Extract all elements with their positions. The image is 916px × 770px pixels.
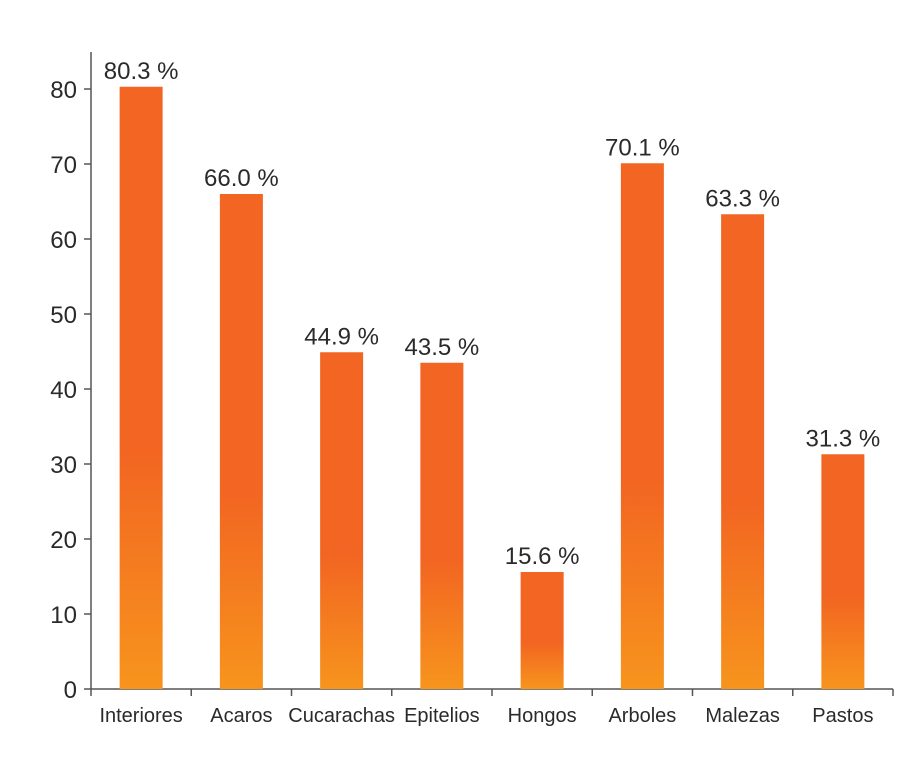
data-label: 31.3 % <box>806 425 881 452</box>
bar-pastos <box>821 454 865 689</box>
category-label: Arboles <box>608 705 676 727</box>
y-axis: 0 10 20 30 40 50 60 70 80 <box>50 52 92 704</box>
data-label: 70.1 % <box>605 134 680 161</box>
y-tick-label: 30 <box>50 452 77 479</box>
data-label: 80.3 % <box>104 58 179 85</box>
bar-interiores <box>119 86 163 689</box>
y-tick-label: 40 <box>50 377 77 404</box>
y-tick-label: 0 <box>64 677 77 704</box>
bar-hongos <box>520 572 564 689</box>
category-label: Acaros <box>210 705 272 727</box>
category-label: Malezas <box>705 705 779 727</box>
bars <box>119 86 865 689</box>
category-label: Pastos <box>812 705 873 727</box>
data-label: 63.3 % <box>705 185 780 212</box>
data-labels: 80.3 % 66.0 % 44.9 % 43.5 % 15.6 % 70.1 % 63.3… <box>104 58 880 570</box>
bar-epitelios <box>420 362 464 689</box>
data-label: 43.5 % <box>405 334 480 361</box>
category-label: Hongos <box>508 705 577 727</box>
bar-malezas <box>721 214 765 689</box>
category-label: Cucarachas <box>288 705 395 727</box>
bar-arboles <box>620 163 664 689</box>
y-tick-label: 60 <box>50 227 77 254</box>
y-tick-label: 10 <box>50 602 77 629</box>
data-label: 66.0 % <box>204 165 279 192</box>
bar-acaros <box>219 194 263 689</box>
x-axis: Interiores Acaros Cucarachas Epitelios Hongo… <box>90 688 894 727</box>
category-label: Interiores <box>99 705 182 727</box>
bar-cucarachas <box>320 352 364 689</box>
data-label: 44.9 % <box>304 323 379 350</box>
data-label: 15.6 % <box>505 543 580 570</box>
y-tick-label: 70 <box>50 152 77 179</box>
y-tick-label: 80 <box>50 77 77 104</box>
y-tick-label: 20 <box>50 527 77 554</box>
category-label: Epitelios <box>404 705 480 727</box>
y-tick-label: 50 <box>50 302 77 329</box>
